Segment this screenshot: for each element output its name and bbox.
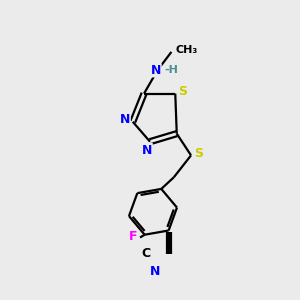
Text: N: N (120, 113, 130, 126)
Text: N: N (142, 143, 152, 157)
Text: F: F (129, 230, 138, 243)
Text: CH₃: CH₃ (176, 44, 198, 55)
Text: N: N (151, 64, 161, 77)
Text: C: C (141, 247, 150, 260)
Text: -H: -H (164, 65, 178, 75)
Text: N: N (150, 265, 161, 278)
Text: S: S (194, 147, 203, 161)
Text: S: S (178, 85, 188, 98)
